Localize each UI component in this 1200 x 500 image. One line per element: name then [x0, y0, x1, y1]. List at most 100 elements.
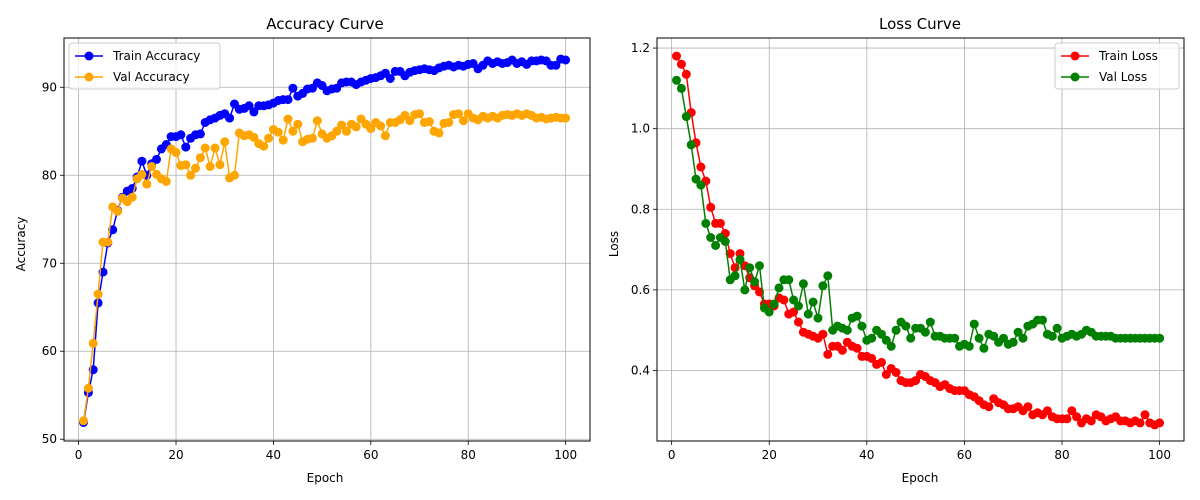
data-point-train-loss — [1086, 416, 1096, 426]
data-point-train-accuracy — [561, 55, 571, 65]
data-point-val-loss — [950, 333, 960, 343]
x-tick-label: 40 — [266, 448, 281, 462]
data-point-val-loss — [755, 261, 764, 271]
data-point-val-accuracy — [195, 153, 205, 163]
data-point-val-loss — [706, 233, 716, 242]
data-point-val-loss — [711, 241, 721, 250]
legend-marker-val-accuracy — [84, 72, 94, 82]
data-point-val-loss — [672, 75, 681, 85]
data-point-train-accuracy — [93, 298, 103, 308]
data-point-val-accuracy — [283, 114, 293, 124]
data-point-val-accuracy — [332, 126, 342, 136]
data-point-train-accuracy — [176, 130, 186, 140]
data-point-val-accuracy — [273, 127, 283, 137]
data-point-val-accuracy — [424, 117, 434, 127]
x-axis-label: Epoch — [902, 471, 939, 485]
data-point-train-loss — [696, 162, 706, 172]
data-point-val-accuracy — [366, 124, 376, 134]
data-point-train-loss — [867, 353, 877, 363]
data-point-val-loss — [686, 140, 696, 150]
data-point-val-loss — [852, 311, 862, 321]
y-tick-label: 0.4 — [631, 363, 650, 377]
data-point-val-accuracy — [307, 133, 317, 143]
data-point-train-loss — [823, 349, 833, 359]
x-tick-label: 20 — [762, 448, 777, 462]
data-point-val-loss — [750, 277, 760, 287]
data-point-train-loss — [681, 69, 691, 79]
data-point-val-loss — [1008, 337, 1018, 347]
data-point-val-accuracy — [127, 192, 137, 202]
axes-frame — [656, 37, 1185, 442]
x-axis-label: Epoch — [307, 471, 344, 485]
legend-label-val-accuracy: Val Accuracy — [113, 70, 190, 84]
data-point-val-accuracy — [230, 170, 239, 180]
data-point-val-accuracy — [93, 289, 103, 299]
legend-label-train-loss: Train Loss — [1098, 49, 1158, 63]
legend: Train Loss Val Loss — [1054, 42, 1180, 90]
y-axis-label: Accuracy — [14, 217, 28, 272]
data-point-val-accuracy — [288, 126, 298, 136]
data-point-val-loss — [735, 255, 745, 265]
y-axis-label: Loss — [607, 231, 621, 257]
data-point-val-accuracy — [380, 131, 390, 141]
axes-frame — [63, 37, 591, 442]
data-point-train-accuracy — [137, 156, 147, 166]
legend-marker-val-loss — [1070, 72, 1080, 82]
x-tick-label: 80 — [461, 448, 476, 462]
data-point-train-accuracy — [244, 101, 254, 111]
legend-label-train-accuracy: Train Accuracy — [112, 49, 200, 63]
data-point-train-loss — [1155, 418, 1165, 428]
data-point-val-loss — [740, 285, 750, 295]
x-tick-label: 80 — [1054, 448, 1069, 462]
y-tick-label: 0.8 — [631, 202, 650, 216]
data-point-val-loss — [877, 329, 886, 339]
data-point-val-loss — [881, 335, 891, 345]
data-point-val-loss — [842, 325, 852, 335]
plot-area — [79, 54, 571, 427]
data-point-val-accuracy — [215, 160, 225, 170]
data-point-val-accuracy — [147, 162, 157, 171]
data-point-val-loss — [823, 271, 833, 281]
data-point-val-loss — [857, 321, 867, 331]
data-point-val-loss — [925, 317, 935, 327]
grid — [64, 38, 590, 441]
data-point-val-accuracy — [415, 109, 424, 119]
data-point-val-accuracy — [137, 169, 147, 179]
y-tick-label: 90 — [42, 80, 57, 94]
data-point-val-loss — [1018, 333, 1028, 343]
y-tick-label: 1.2 — [631, 41, 650, 55]
data-point-val-loss — [808, 297, 818, 307]
data-point-val-loss — [789, 295, 799, 305]
data-point-val-loss — [1047, 331, 1057, 341]
data-point-train-loss — [852, 343, 862, 353]
data-point-val-loss — [891, 325, 901, 335]
chart-title: Loss Curve — [879, 15, 961, 33]
x-tick-label: 100 — [554, 448, 577, 462]
data-point-val-accuracy — [264, 133, 274, 143]
data-point-val-accuracy — [454, 109, 463, 119]
x-tick-label: 20 — [168, 448, 183, 462]
data-point-val-loss — [730, 271, 740, 281]
data-point-val-accuracy — [376, 121, 386, 131]
data-point-val-accuracy — [103, 237, 113, 247]
grid — [657, 38, 1184, 441]
data-point-val-accuracy — [210, 143, 220, 153]
series-line-train-loss — [675, 55, 1160, 426]
y-tick-label: 80 — [42, 168, 57, 182]
y-tick-label: 1.0 — [631, 122, 650, 136]
data-point-val-accuracy — [434, 128, 444, 138]
x-tick-label: 60 — [957, 448, 972, 462]
data-point-val-accuracy — [259, 141, 269, 151]
data-point-train-accuracy — [152, 154, 161, 164]
data-point-val-loss — [696, 180, 706, 190]
data-point-val-loss — [1013, 327, 1023, 337]
data-point-val-loss — [764, 307, 774, 317]
data-point-val-loss — [720, 237, 730, 246]
x-tick-label: 40 — [859, 448, 874, 462]
legend-marker-train-loss — [1070, 51, 1080, 61]
data-point-train-loss — [706, 202, 716, 212]
data-point-val-loss — [701, 218, 711, 228]
data-point-val-loss — [676, 83, 686, 93]
data-point-val-loss — [691, 174, 701, 184]
data-point-val-loss — [803, 309, 813, 319]
